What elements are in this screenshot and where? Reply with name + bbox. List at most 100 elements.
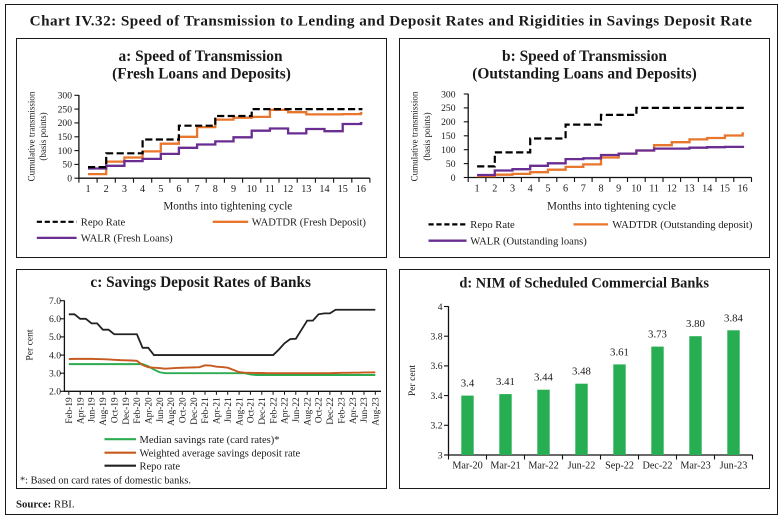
svg-text:9: 9 (231, 184, 236, 195)
svg-text:14: 14 (702, 184, 712, 195)
svg-text:Mar-22: Mar-22 (528, 461, 558, 472)
svg-text:5.0: 5.0 (49, 332, 61, 343)
svg-text:250: 250 (441, 103, 456, 114)
svg-text:11: 11 (265, 184, 275, 195)
svg-text:6: 6 (563, 184, 568, 195)
svg-text:(basis points): (basis points) (38, 112, 48, 160)
svg-text:(Outstanding Loans and Deposit: (Outstanding Loans and Deposits) (472, 66, 697, 83)
svg-text:Feb-22: Feb-22 (269, 397, 279, 424)
svg-text:Aug-22: Aug-22 (303, 397, 313, 426)
svg-text:a: Speed of Transmission: a: Speed of Transmission (118, 48, 282, 65)
svg-text:300: 300 (58, 91, 73, 102)
svg-text:3.4: 3.4 (461, 378, 475, 390)
svg-text:Jun-22: Jun-22 (568, 461, 596, 472)
svg-text:Dec-22: Dec-22 (643, 461, 673, 472)
svg-text:(basis points): (basis points) (422, 112, 432, 160)
svg-text:150: 150 (441, 131, 456, 142)
svg-text:3.4: 3.4 (431, 391, 443, 402)
svg-text:250: 250 (58, 104, 73, 115)
svg-text:Dec-21: Dec-21 (258, 397, 268, 425)
svg-text:Jun-19: Jun-19 (88, 397, 98, 423)
svg-text:200: 200 (58, 118, 73, 129)
svg-text:100: 100 (441, 145, 456, 156)
svg-text:3: 3 (122, 184, 127, 195)
svg-text:Mar-23: Mar-23 (680, 461, 710, 472)
svg-text:3.0: 3.0 (49, 369, 61, 380)
svg-text:Months into tightening cycle: Months into tightening cycle (547, 201, 676, 213)
svg-text:13: 13 (301, 184, 311, 195)
svg-text:6.0: 6.0 (49, 314, 61, 325)
svg-text:7: 7 (581, 184, 586, 195)
svg-text:Sep-22: Sep-22 (605, 461, 634, 472)
svg-text:Jun-23: Jun-23 (720, 461, 748, 472)
svg-text:WADTDR (Outstanding deposit): WADTDR (Outstanding deposit) (612, 220, 753, 231)
svg-text:Apr-19: Apr-19 (76, 397, 86, 424)
svg-text:(Fresh Loans and Deposits): (Fresh Loans and Deposits) (112, 66, 291, 83)
svg-text:c: Savings Deposit Rates of Ba: c: Savings Deposit Rates of Banks (90, 274, 311, 291)
svg-text:Per cent: Per cent (25, 329, 36, 361)
svg-text:Aug-23: Aug-23 (372, 397, 382, 426)
svg-text:Months into tightening cycle: Months into tightening cycle (163, 201, 292, 213)
svg-text:WALR (Outstanding loans): WALR (Outstanding loans) (470, 236, 587, 247)
svg-text:Oct-22: Oct-22 (315, 397, 325, 423)
svg-text:Jun-20: Jun-20 (156, 397, 166, 423)
svg-text:15: 15 (338, 184, 348, 195)
svg-text:Oct-20: Oct-20 (179, 397, 189, 423)
svg-text:3.8: 3.8 (431, 332, 443, 343)
svg-text:Source: RBI.: Source: RBI. (16, 499, 75, 511)
svg-text:1: 1 (85, 184, 90, 195)
svg-text:100: 100 (58, 146, 73, 157)
svg-text:50: 50 (446, 159, 456, 170)
svg-text:4: 4 (438, 302, 443, 313)
svg-text:2: 2 (104, 184, 109, 195)
svg-text:10: 10 (247, 184, 257, 195)
svg-text:8: 8 (598, 184, 603, 195)
svg-text:Dec-20: Dec-20 (190, 397, 200, 425)
svg-text:50: 50 (62, 160, 72, 171)
svg-text:Cumulative transmission: Cumulative transmission (26, 91, 36, 181)
svg-text:3.80: 3.80 (686, 318, 705, 330)
svg-text:12: 12 (283, 184, 293, 195)
svg-text:d: NIM of Scheduled Commercial: d: NIM of Scheduled Commercial Banks (459, 276, 709, 292)
svg-text:Jun-22: Jun-22 (292, 397, 302, 423)
svg-text:Aug-20: Aug-20 (167, 397, 177, 426)
svg-text:Mar-21: Mar-21 (490, 461, 520, 472)
svg-text:2: 2 (492, 184, 497, 195)
svg-text:WALR (Fresh Loans): WALR (Fresh Loans) (81, 234, 173, 245)
svg-text:Oct-21: Oct-21 (247, 397, 257, 423)
svg-text:200: 200 (441, 117, 456, 128)
svg-text:3.73: 3.73 (648, 329, 667, 341)
svg-text:15: 15 (720, 184, 730, 195)
svg-text:13: 13 (684, 184, 694, 195)
svg-text:3.6: 3.6 (431, 361, 443, 372)
svg-text:WADTDR (Fresh Deposit): WADTDR (Fresh Deposit) (252, 218, 367, 229)
svg-text:1: 1 (475, 184, 480, 195)
svg-text:7.0: 7.0 (49, 296, 61, 307)
svg-text:0: 0 (67, 174, 72, 185)
svg-text:Chart IV.32: Speed of Transmis: Chart IV.32: Speed of Transmission to Le… (30, 13, 753, 30)
svg-text:6: 6 (176, 184, 181, 195)
svg-text:10: 10 (631, 184, 641, 195)
svg-text:Mar-20: Mar-20 (452, 461, 482, 472)
svg-text:5: 5 (545, 184, 550, 195)
svg-text:16: 16 (738, 184, 748, 195)
svg-text:Aug-21: Aug-21 (235, 397, 245, 426)
svg-text:*: Based on card rates of dome: *: Based on card rates of domestic banks… (20, 476, 191, 487)
svg-text:Feb-21: Feb-21 (201, 397, 211, 424)
svg-text:Weighted average savings depos: Weighted average savings deposit rate (140, 448, 301, 459)
svg-text:5: 5 (158, 184, 163, 195)
svg-text:Feb-23: Feb-23 (337, 397, 347, 424)
svg-text:Apr-21: Apr-21 (213, 397, 223, 424)
svg-text:16: 16 (356, 184, 366, 195)
svg-text:Apr-22: Apr-22 (281, 397, 291, 424)
svg-text:Apr-20: Apr-20 (145, 397, 155, 424)
svg-text:b: Speed of Transmission: b: Speed of Transmission (502, 48, 667, 65)
svg-text:Aug-19: Aug-19 (99, 397, 109, 426)
svg-text:3.2: 3.2 (431, 421, 443, 432)
svg-text:300: 300 (441, 89, 456, 100)
svg-text:3.44: 3.44 (534, 372, 553, 384)
svg-text:4.0: 4.0 (49, 350, 61, 361)
svg-text:Repo Rate: Repo Rate (470, 220, 515, 231)
svg-text:8: 8 (213, 184, 218, 195)
svg-text:Median savings rate (card rate: Median savings rate (card rates)* (140, 435, 280, 446)
